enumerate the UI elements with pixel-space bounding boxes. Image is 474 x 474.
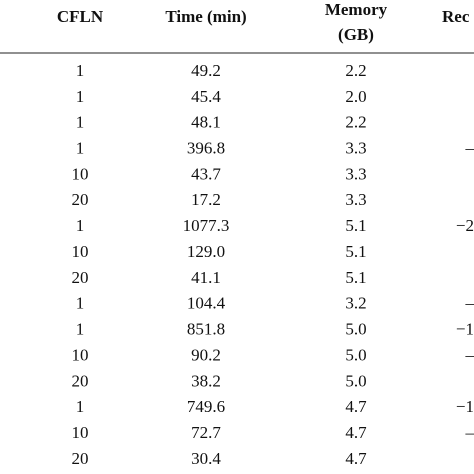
table-cell: 1	[76, 397, 85, 416]
table-cell: –	[465, 294, 474, 313]
table-cell: −1	[456, 320, 474, 339]
table-cell: 20	[72, 449, 89, 468]
table-cell: 4.7	[345, 423, 367, 442]
table-cell: 5.0	[345, 371, 366, 390]
table-cell: 49.2	[191, 61, 221, 80]
table-cell: 3.3	[345, 139, 366, 158]
table-cell: 1	[76, 113, 85, 132]
table-cell: 17.2	[191, 190, 221, 209]
table-cell: 3.3	[345, 190, 366, 209]
table-cell: –	[465, 423, 474, 442]
table-cell: 1	[76, 61, 85, 80]
table-cell: 38.2	[191, 371, 221, 390]
table-cell: 20	[72, 190, 89, 209]
table-cell: 4.7	[345, 449, 367, 468]
table-cell: 41.1	[191, 268, 221, 287]
column-header: Rec	[442, 7, 470, 26]
column-header: CFLN	[57, 7, 104, 26]
table-cell: –	[465, 345, 474, 364]
table-cell: 20	[72, 268, 89, 287]
table-cell: 45.4	[191, 87, 221, 106]
table-cell: 104.4	[187, 294, 226, 313]
table-cell: 10	[72, 242, 89, 261]
table-cell: –	[465, 139, 474, 158]
table-cell: 851.8	[187, 320, 225, 339]
table-cell: 5.1	[345, 242, 366, 261]
table-cell: 48.1	[191, 113, 221, 132]
column-header: Memory	[325, 0, 388, 19]
table-cell: 30.4	[191, 449, 221, 468]
table-cell: 5.1	[345, 268, 366, 287]
table-cell: 90.2	[191, 345, 221, 364]
table-cell: 3.2	[345, 294, 366, 313]
table-cell: 72.7	[191, 423, 221, 442]
table-cell: 1077.3	[183, 216, 230, 235]
table-cell: 43.7	[191, 164, 221, 183]
table-cell: 129.0	[187, 242, 225, 261]
table-cell: 4.7	[345, 397, 367, 416]
table-cell: 2.2	[345, 61, 366, 80]
table-cell: 749.6	[187, 397, 225, 416]
table-cell: 1	[76, 216, 85, 235]
table-cell: 10	[72, 423, 89, 442]
table-cell: 5.0	[345, 320, 366, 339]
table-cell: 1	[76, 320, 85, 339]
table-cell: 5.0	[345, 345, 366, 364]
column-header: Time (min)	[165, 7, 246, 26]
table-cell: 2.2	[345, 113, 366, 132]
table-cell: −2	[456, 216, 474, 235]
table-cell: 10	[72, 164, 89, 183]
table-cell: 1	[76, 87, 85, 106]
table-cell: 1	[76, 294, 85, 313]
table-cell: 20	[72, 371, 89, 390]
table-cell: 396.8	[187, 139, 225, 158]
table-cell: 1	[76, 139, 85, 158]
table-cell: 5.1	[345, 216, 366, 235]
table-cell: 2.0	[345, 87, 366, 106]
table-cell: 10	[72, 345, 89, 364]
table-cell: −1	[456, 397, 474, 416]
table-cell: 3.3	[345, 164, 366, 183]
column-header: (GB)	[338, 25, 374, 44]
